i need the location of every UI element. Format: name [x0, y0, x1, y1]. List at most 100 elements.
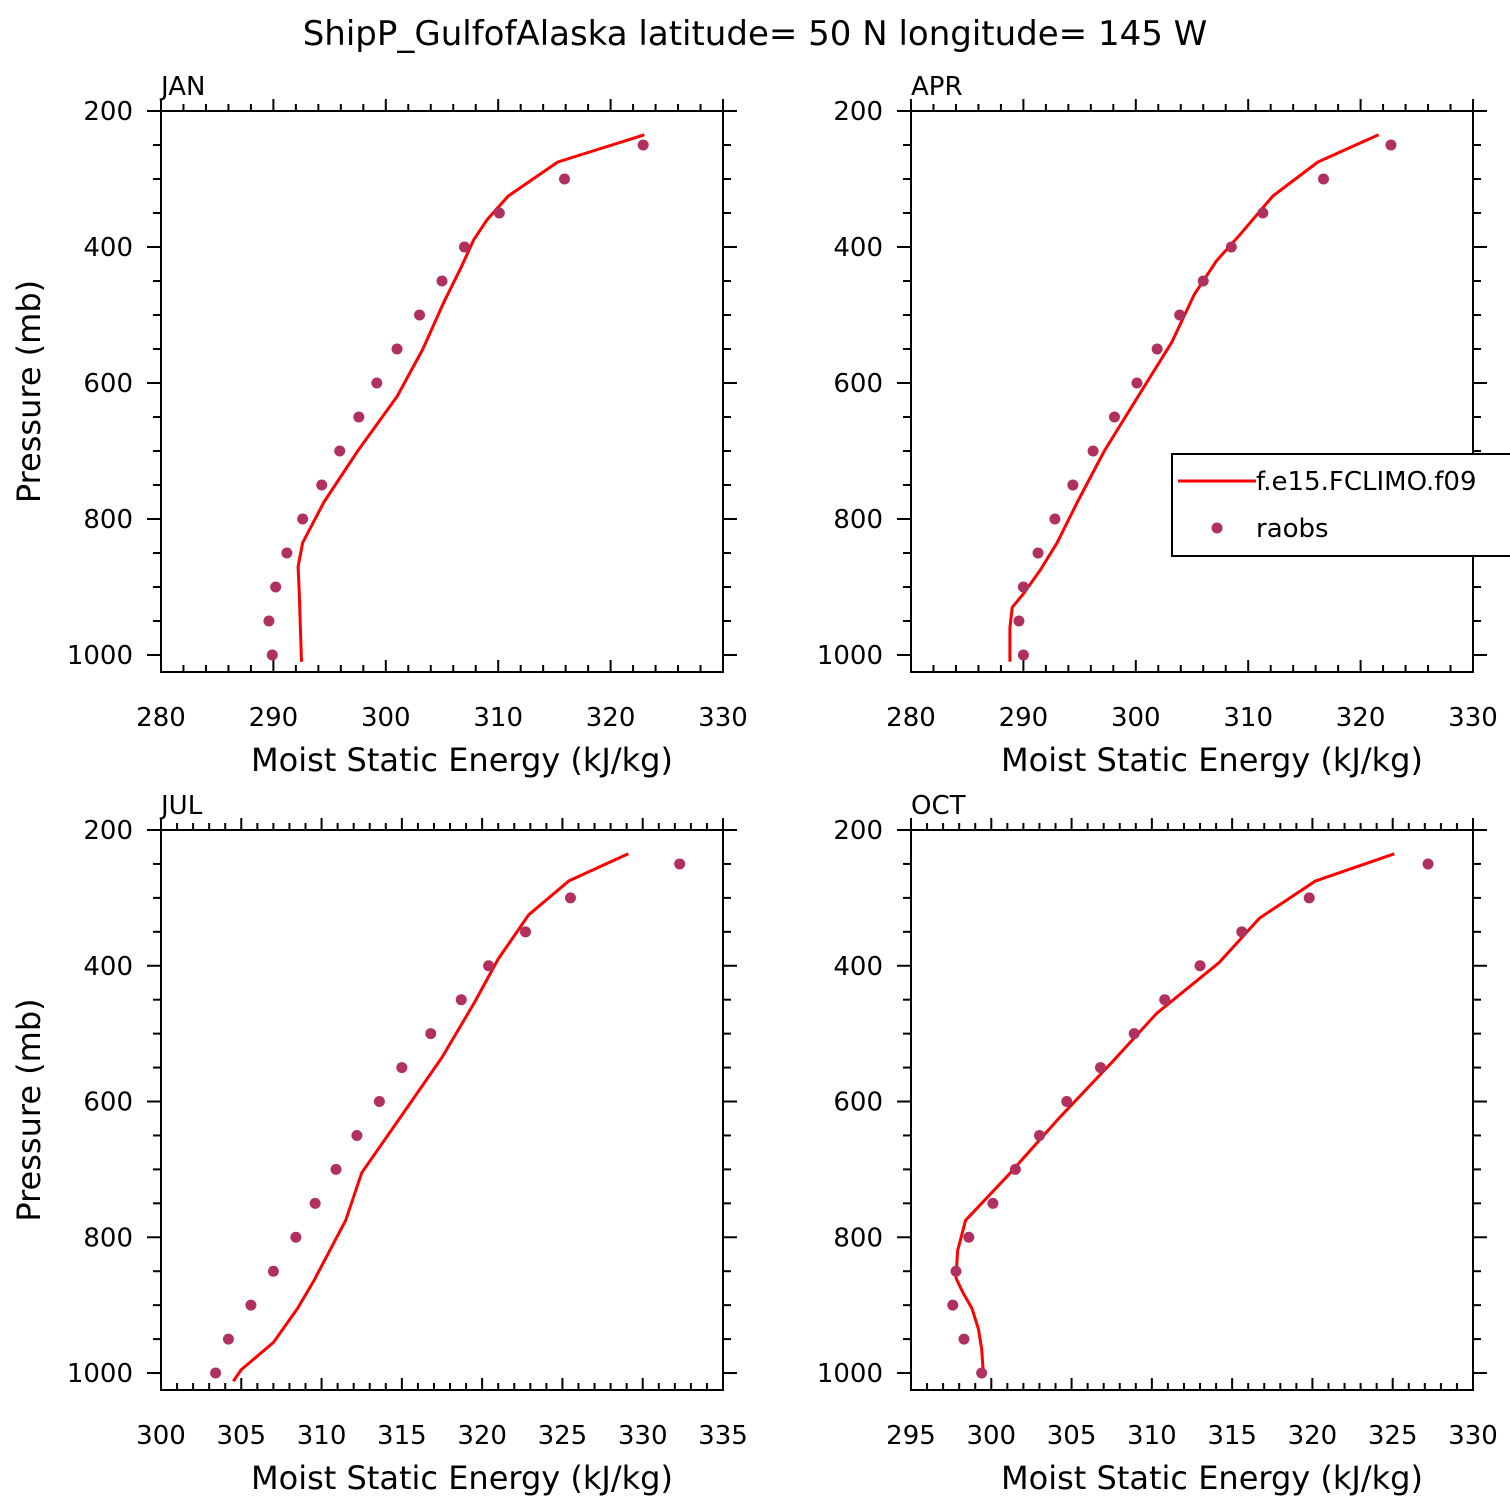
panels: JAN 280 290 300 310 320 330 200 400 600 800 1000 Moi… — [10, 72, 1498, 1497]
series-model — [232, 852, 629, 1383]
raobs-point — [637, 139, 649, 151]
x-tick-label: 295 — [886, 1421, 936, 1451]
x-tick-label: 280 — [886, 703, 936, 733]
raobs-point — [950, 1265, 962, 1277]
x-tick-label: 300 — [966, 1421, 1016, 1451]
raobs-point — [263, 615, 275, 627]
raobs-point — [414, 309, 426, 321]
raobs-point — [674, 858, 686, 870]
raobs-point — [1151, 343, 1163, 355]
legend-label-model: f.e15.FCLIMO.f09 — [1256, 467, 1476, 497]
x-tick-label: 300 — [361, 703, 411, 733]
legend-label-raobs: raobs — [1256, 514, 1329, 544]
raobs-point — [1067, 479, 1079, 491]
x-tick-label: 330 — [1448, 703, 1498, 733]
raobs-point — [1108, 411, 1120, 423]
raobs-point — [1194, 960, 1206, 972]
y-tick-label: 200 — [833, 816, 883, 846]
x-tick-label: 320 — [1288, 1421, 1338, 1451]
series-model — [1008, 133, 1380, 662]
y-tick-label: 400 — [83, 233, 133, 263]
raobs-point — [963, 1231, 975, 1243]
plot-frame — [160, 829, 724, 1391]
y-tick-label: 600 — [83, 1088, 133, 1118]
raobs-point — [483, 960, 495, 972]
raobs-point — [1033, 1129, 1045, 1141]
x-tick-label: 320 — [586, 703, 636, 733]
x-axis-label: Moist Static Energy (kJ/kg) — [251, 1459, 673, 1497]
raobs-point — [425, 1028, 437, 1040]
raobs-point — [1385, 139, 1397, 151]
series-raobs — [263, 139, 649, 661]
raobs-point — [559, 173, 571, 185]
x-tick-label: 290 — [999, 703, 1049, 733]
model-profile-line — [1008, 133, 1380, 662]
y-tick-label: 1000 — [67, 641, 133, 671]
raobs-point — [267, 1265, 279, 1277]
raobs-point — [1009, 1163, 1021, 1175]
raobs-point — [1303, 892, 1315, 904]
raobs-point — [564, 892, 576, 904]
x-tick-label: 325 — [538, 1421, 588, 1451]
raobs-point — [455, 994, 467, 1006]
x-tick-label: 310 — [1127, 1421, 1177, 1451]
raobs-point — [1032, 547, 1044, 559]
raobs-point — [1094, 1062, 1106, 1074]
raobs-point — [210, 1367, 222, 1379]
model-profile-line — [232, 852, 629, 1383]
raobs-point — [1225, 241, 1237, 253]
y-tick-label: 400 — [83, 952, 133, 982]
raobs-point — [266, 649, 278, 661]
raobs-point — [1061, 1096, 1073, 1108]
raobs-point — [316, 479, 328, 491]
panel-jan: JAN 280 290 300 310 320 330 200 400 600 800 1000 Moi… — [10, 72, 748, 779]
raobs-point — [334, 445, 346, 457]
series-model — [296, 133, 645, 662]
raobs-point — [1197, 275, 1209, 287]
series-raobs — [1013, 139, 1397, 661]
raobs-point — [1017, 649, 1029, 661]
y-tick-label: 200 — [83, 97, 133, 127]
raobs-point — [1318, 173, 1330, 185]
raobs-point — [519, 926, 531, 938]
x-tick-label: 330 — [698, 703, 748, 733]
y-tick-label: 1000 — [67, 1359, 133, 1389]
raobs-point — [1128, 1028, 1140, 1040]
y-tick-label: 800 — [833, 505, 883, 535]
raobs-point — [297, 513, 309, 525]
x-tick-label: 320 — [457, 1421, 507, 1451]
x-tick-label: 305 — [1047, 1421, 1097, 1451]
x-tick-label: 300 — [1111, 703, 1161, 733]
legend-marker-swatch — [1211, 522, 1223, 534]
raobs-point — [371, 377, 383, 389]
x-tick-label: 310 — [1223, 703, 1273, 733]
x-tick-label: 315 — [1207, 1421, 1257, 1451]
x-tick-label: 290 — [249, 703, 299, 733]
raobs-point — [373, 1096, 385, 1108]
raobs-point — [1174, 309, 1186, 321]
x-tick-label: 280 — [136, 703, 186, 733]
raobs-point — [493, 207, 505, 219]
y-axis-label: Pressure (mb) — [10, 998, 48, 1221]
raobs-point — [353, 411, 365, 423]
raobs-point — [1236, 926, 1248, 938]
y-tick-label: 800 — [83, 1223, 133, 1253]
y-tick-label: 800 — [83, 505, 133, 535]
raobs-point — [270, 581, 282, 593]
x-axis-label: Moist Static Energy (kJ/kg) — [1001, 741, 1423, 779]
plot-frame — [910, 829, 1474, 1391]
raobs-point — [1422, 858, 1434, 870]
plot-frame — [160, 110, 724, 673]
x-axis-label: Moist Static Energy (kJ/kg) — [1001, 1459, 1423, 1497]
y-tick-label: 1000 — [817, 1359, 883, 1389]
figure-title: ShipP_GulfofAlaska latitude= 50 N longit… — [303, 14, 1208, 54]
x-tick-label: 330 — [618, 1421, 668, 1451]
panel-label: JUL — [159, 791, 203, 821]
y-tick-label: 1000 — [817, 641, 883, 671]
x-tick-label: 335 — [698, 1421, 748, 1451]
raobs-point — [1087, 445, 1099, 457]
raobs-point — [222, 1333, 234, 1345]
y-tick-label: 800 — [833, 1223, 883, 1253]
raobs-point — [1013, 615, 1025, 627]
panel-jul: JUL 300 305 310 315 320 325 330 335 200 400 600 800 1… — [10, 791, 748, 1497]
